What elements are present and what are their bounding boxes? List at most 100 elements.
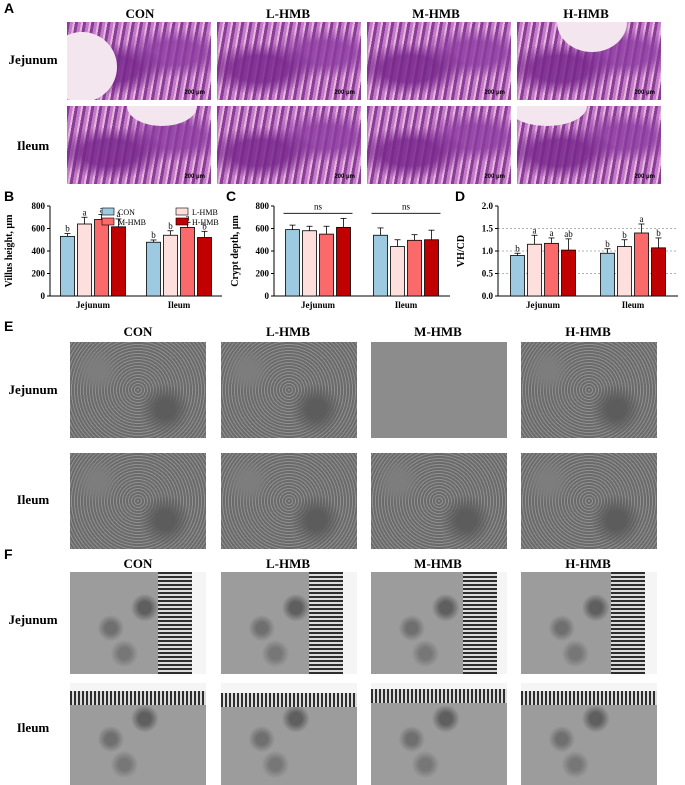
x-tick-label: Ileum [622, 300, 645, 310]
sem-image-ileum-con [70, 453, 206, 549]
bar-l-hmb [617, 246, 632, 297]
significance-letter: ab [564, 229, 573, 239]
sem-image-jejunum-lhmb [221, 342, 357, 438]
a-row-head-jejunum: Jejunum [8, 52, 58, 67]
tem-image-jejunum-mhmb [371, 572, 507, 674]
bar-m-hmb [544, 242, 559, 297]
y-axis-label: VH/CD [456, 235, 467, 267]
a-col-head-lhmb: L-HMB [265, 6, 311, 21]
y-tick-label: 2.0 [482, 201, 494, 211]
significance-letter: b [515, 243, 520, 253]
y-tick-label: 200 [256, 269, 270, 279]
a-col-head-con: CON [125, 6, 155, 21]
y-tick-label: 400 [256, 246, 270, 256]
bar-con [285, 229, 300, 297]
bar-h-hmb [424, 239, 439, 297]
y-axis-label: Villus height, μm [4, 214, 15, 287]
f-row-head-ileum: Ileum [16, 720, 50, 735]
x-tick-label: Ileum [395, 300, 418, 310]
bar-m-hmb [407, 239, 422, 297]
y-tick-label: 200 [32, 269, 46, 279]
sem-image-jejunum-hhmb [521, 342, 657, 438]
crypt-depth-chart: 0 200 400 600 800 Crypt depth, μm Jejunum ns Ile… [230, 201, 450, 310]
significance-letter: b [622, 230, 627, 240]
bar-h-hmb [111, 226, 126, 297]
bar-con [600, 252, 615, 297]
ns-label: ns [314, 201, 323, 211]
legend-label: H-HMB [192, 218, 219, 227]
f-row-head-jejunum: Jejunum [8, 612, 58, 627]
bar-l-hmb [77, 223, 92, 297]
e-row-head-ileum: Ileum [16, 492, 50, 507]
scale-bar-label: 200 μm [484, 174, 505, 180]
y-tick-label: 800 [256, 201, 270, 211]
x-tick-label: Jejunum [301, 300, 336, 310]
a-col-head-hhmb: H-HMB [563, 6, 609, 21]
bar-m-hmb [634, 232, 649, 297]
a-row-head-ileum: Ileum [16, 138, 50, 153]
he-image-ileum-lhmb: 200 μm [217, 106, 361, 184]
bar-l-hmb [163, 234, 178, 297]
he-image-ileum-mhmb: 200 μm [367, 106, 511, 184]
scale-bar-label: 200 μm [334, 174, 355, 180]
significance-letter: a [640, 214, 644, 224]
panel-letter-f: F [4, 546, 13, 562]
y-tick-label: 0.5 [482, 269, 494, 279]
y-tick-label: 0 [41, 291, 46, 301]
significance-letter: b [168, 221, 173, 231]
bar-l-hmb [390, 246, 405, 297]
bar-con [60, 235, 75, 297]
significance-letter: a [533, 225, 537, 235]
a-col-head-mhmb: M-HMB [412, 6, 460, 21]
significance-letter: a [186, 212, 190, 222]
legend-swatch [101, 217, 115, 226]
ns-label: ns [402, 201, 411, 211]
significance-letter: a [550, 228, 554, 238]
y-tick-label: 1.0 [482, 246, 494, 256]
significance-letter: b [65, 224, 70, 234]
panel-letter-e: E [4, 318, 14, 334]
legend-swatch [101, 207, 115, 216]
tem-image-jejunum-con [70, 572, 206, 674]
bar-h-hmb [561, 249, 576, 297]
legend-swatch [175, 217, 189, 226]
bar-h-hmb [197, 237, 212, 297]
scale-bar-label: 200 μm [184, 174, 205, 180]
bar-m-hmb [180, 226, 195, 297]
y-tick-label: 600 [256, 224, 270, 234]
y-tick-label: 0 [265, 291, 270, 301]
bar-con [510, 255, 525, 297]
e-col-head-lhmb: L-HMB [265, 324, 311, 339]
y-tick-label: 600 [32, 224, 46, 234]
bar-l-hmb [527, 243, 542, 297]
he-image-jejunum-lhmb: 200 μm [217, 22, 361, 100]
tem-image-ileum-lhmb [221, 683, 357, 785]
legend-label: CON [118, 208, 135, 217]
he-image-jejunum-mhmb: 200 μm [367, 22, 511, 100]
villus-height-chart: 0 200 400 600 800 Villus height, μm b a a a Jejunu… [4, 201, 222, 310]
tem-image-jejunum-hhmb [521, 572, 657, 674]
y-axis-label: Crypt depth, μm [230, 215, 241, 287]
panel-letter-d: D [455, 188, 466, 204]
y-tick-label: 800 [32, 201, 46, 211]
f-col-head-con: CON [123, 556, 153, 571]
bar-h-hmb [651, 247, 666, 297]
legend-label: M-HMB [118, 218, 146, 227]
e-col-head-hhmb: H-HMB [565, 324, 611, 339]
he-image-ileum-con: 200 μm [67, 106, 211, 184]
sem-image-ileum-lhmb [221, 453, 357, 549]
bar-con [373, 234, 388, 297]
e-col-head-mhmb: M-HMB [414, 324, 462, 339]
he-image-ileum-hhmb: 200 μm [517, 106, 661, 184]
y-tick-label: 0.0 [482, 291, 494, 301]
y-tick-label: 1.5 [482, 224, 494, 234]
e-row-head-jejunum: Jejunum [8, 382, 58, 397]
vh-cd-chart: 0.00.51.01.52.0VH/CD ba a abJejunumbbabIleu… [456, 201, 678, 310]
significance-letter: a [83, 207, 87, 217]
bar-h-hmb [336, 226, 351, 297]
tem-image-ileum-con [70, 683, 206, 785]
scale-bar-label: 200 μm [184, 90, 205, 96]
bar-m-hmb [94, 219, 109, 297]
bar-m-hmb [319, 233, 334, 297]
f-col-head-mhmb: M-HMB [414, 556, 462, 571]
